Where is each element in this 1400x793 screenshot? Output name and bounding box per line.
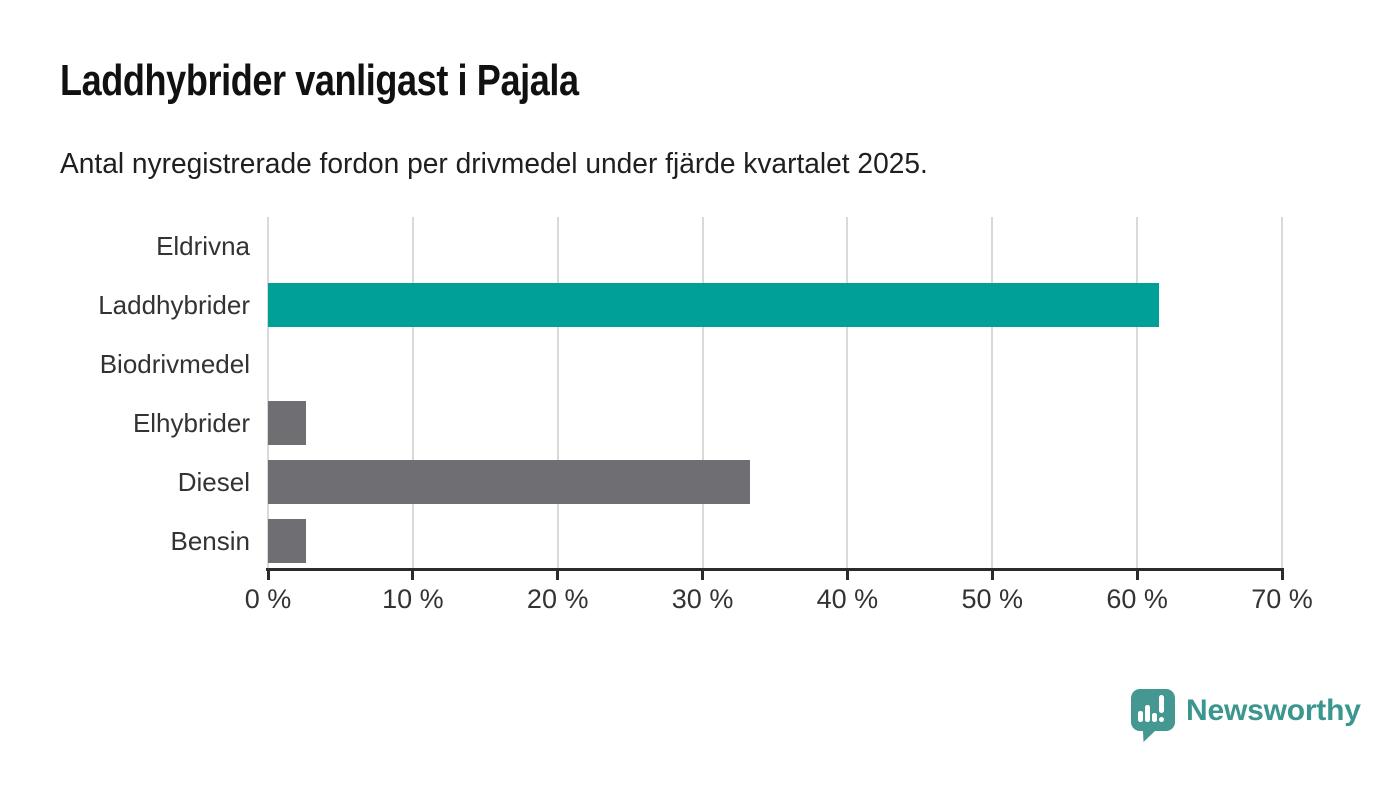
axis-tick [845,571,849,580]
gridline [846,217,849,570]
x-tick-label: 20 % [526,584,589,614]
x-tick-label: 60 % [1106,584,1168,614]
x-tick-label: 10 % [382,584,444,614]
chart-subtitle: Antal nyregistrerade fordon per drivmede… [60,148,928,180]
newsworthy-logo: Newsworthy [1131,689,1361,743]
bar-elhybrider [268,400,306,445]
logo-bar-glyphs [1138,695,1164,722]
newsworthy-logo-icon [1131,689,1175,742]
category-label: Eldrivna [156,231,250,262]
x-tick-label: 70 % [1251,584,1313,614]
gridline [1136,217,1139,570]
category-label: Elhybrider [132,407,250,438]
gridline [411,217,414,570]
gridline [991,217,994,570]
category-label: Biodrivmedel [99,349,250,380]
bar-laddhybrider [268,283,1159,328]
bar-chart: Eldrivna Laddhybrider Biodrivmedel Elhybrid… [0,217,1313,614]
chart-title: Laddhybrider vanligast i Pajala [60,56,579,105]
axis-tick [411,571,415,580]
axis-tick [556,571,560,580]
x-axis-line [266,568,1284,571]
bar-bensin [268,518,306,563]
category-axis: Eldrivna Laddhybrider Biodrivmedel Elhybrid… [0,217,250,570]
gridline [1281,217,1283,570]
gridline [701,217,704,570]
plot-area: 0 % 10 % 20 % 30 % 40 % 50 % 60 % 70 % [245,217,1313,614]
category-label: Diesel [177,466,250,497]
x-tick-label: 30 % [671,584,734,614]
gridline [267,217,269,570]
x-tick-label: 40 % [816,584,879,614]
axis-tick [701,571,705,580]
axis-tick [1135,571,1139,580]
bar-diesel [268,459,751,504]
x-tick-label: 50 % [961,584,1024,614]
axis-tick [266,571,270,580]
axis-tick [990,571,994,580]
axis-tick [1280,571,1284,580]
category-label: Bensin [170,525,251,556]
newsworthy-logo-text: Newsworthy [1186,694,1361,727]
category-label: Laddhybrider [98,290,250,321]
x-tick-label: 0 % [244,584,292,614]
gridline [556,217,559,570]
